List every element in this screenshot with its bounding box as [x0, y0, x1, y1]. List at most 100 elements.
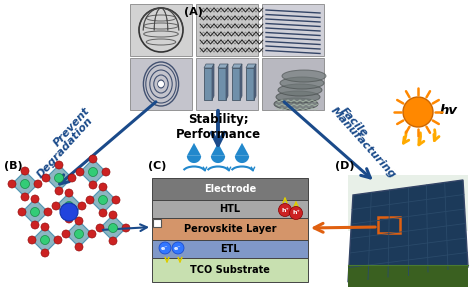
Circle shape: [279, 204, 292, 217]
Circle shape: [109, 223, 118, 233]
Text: (C): (C): [148, 161, 166, 171]
Text: h⁺: h⁺: [292, 210, 300, 216]
Circle shape: [68, 174, 76, 182]
Text: (D): (D): [335, 161, 355, 171]
Text: Degradation: Degradation: [35, 116, 95, 180]
Text: Facile: Facile: [338, 105, 370, 139]
Bar: [204, 68, 212, 100]
Circle shape: [86, 196, 94, 204]
Circle shape: [99, 209, 107, 217]
Text: HTL: HTL: [219, 204, 241, 214]
Ellipse shape: [280, 77, 324, 89]
Bar: [152, 200, 308, 218]
Polygon shape: [100, 215, 126, 241]
Circle shape: [8, 180, 16, 188]
Circle shape: [99, 183, 107, 191]
Polygon shape: [348, 180, 468, 282]
Circle shape: [34, 180, 42, 188]
Ellipse shape: [274, 98, 318, 110]
Circle shape: [55, 174, 64, 182]
Polygon shape: [232, 64, 242, 68]
Circle shape: [54, 236, 62, 244]
Polygon shape: [32, 227, 58, 253]
Circle shape: [89, 181, 97, 189]
Polygon shape: [240, 64, 242, 100]
Text: ETL: ETL: [220, 244, 240, 254]
Text: e⁻: e⁻: [161, 246, 169, 250]
Text: Performance: Performance: [175, 127, 261, 140]
Bar: [152, 258, 308, 282]
Text: Manufacturing: Manufacturing: [328, 105, 398, 181]
Polygon shape: [226, 64, 228, 100]
Circle shape: [75, 217, 83, 225]
Circle shape: [88, 230, 96, 238]
Circle shape: [28, 236, 36, 244]
Text: h⁺: h⁺: [281, 207, 289, 213]
Circle shape: [78, 202, 86, 210]
Circle shape: [62, 230, 70, 238]
Circle shape: [21, 167, 29, 175]
Polygon shape: [211, 143, 225, 163]
Circle shape: [20, 179, 29, 188]
Circle shape: [64, 201, 73, 210]
Bar: [152, 218, 308, 240]
Ellipse shape: [278, 84, 322, 96]
Bar: [130, 4, 192, 56]
Circle shape: [18, 208, 26, 216]
Polygon shape: [22, 199, 48, 225]
Bar: [246, 68, 254, 100]
Circle shape: [89, 155, 97, 163]
Circle shape: [44, 208, 52, 216]
Polygon shape: [235, 143, 249, 163]
Text: Electrode: Electrode: [204, 184, 256, 194]
Polygon shape: [12, 171, 38, 197]
Bar: [348, 175, 468, 231]
Bar: [218, 68, 226, 100]
Circle shape: [21, 193, 29, 201]
Circle shape: [65, 189, 73, 197]
Polygon shape: [246, 64, 256, 68]
Circle shape: [41, 249, 49, 257]
Circle shape: [42, 174, 50, 182]
Polygon shape: [80, 159, 106, 185]
Circle shape: [403, 97, 433, 127]
Polygon shape: [46, 165, 72, 191]
Polygon shape: [187, 143, 201, 163]
Bar: [232, 68, 240, 100]
Polygon shape: [90, 187, 116, 213]
Bar: [348, 265, 468, 287]
Circle shape: [89, 168, 98, 176]
Circle shape: [76, 168, 84, 176]
Circle shape: [55, 161, 63, 169]
Circle shape: [55, 187, 63, 195]
Circle shape: [52, 202, 60, 210]
Circle shape: [102, 168, 110, 176]
Polygon shape: [204, 64, 214, 68]
Circle shape: [159, 242, 171, 254]
Bar: [152, 178, 308, 200]
Bar: [152, 240, 308, 258]
Circle shape: [99, 195, 108, 204]
Circle shape: [96, 224, 104, 232]
Text: TCO Substrate: TCO Substrate: [190, 265, 270, 275]
Circle shape: [75, 243, 83, 251]
Bar: [378, 217, 400, 233]
Text: (B): (B): [4, 161, 23, 171]
Polygon shape: [56, 193, 82, 219]
Circle shape: [74, 230, 83, 239]
Polygon shape: [218, 64, 228, 68]
Ellipse shape: [276, 91, 320, 103]
Circle shape: [172, 242, 184, 254]
Text: e⁻: e⁻: [174, 246, 182, 250]
Bar: [262, 58, 324, 110]
Circle shape: [122, 224, 130, 232]
Circle shape: [290, 207, 302, 220]
Circle shape: [31, 221, 39, 229]
Circle shape: [41, 223, 49, 231]
Ellipse shape: [282, 70, 326, 82]
Bar: [196, 58, 258, 110]
Circle shape: [112, 196, 120, 204]
Circle shape: [31, 195, 39, 203]
Circle shape: [40, 236, 49, 245]
Text: Prevent: Prevent: [52, 105, 92, 149]
